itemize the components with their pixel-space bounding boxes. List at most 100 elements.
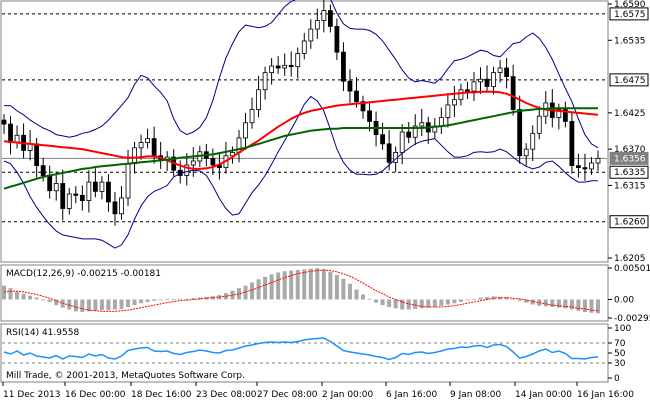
time-tick-label: 27 Dec 08:00 [257, 390, 318, 400]
candlestick [99, 176, 105, 200]
macd-bar [302, 269, 307, 300]
macd-bar [93, 299, 98, 311]
macd-bar [589, 299, 594, 313]
candlestick [478, 67, 483, 94]
candlestick [399, 124, 405, 165]
macd-bar [210, 296, 215, 300]
candle-body-down [569, 121, 575, 167]
candle-body-up [86, 181, 92, 202]
rsi-levels [2, 342, 607, 364]
candlestick [308, 19, 314, 49]
candle-body-up [497, 67, 503, 74]
candlestick [327, 4, 333, 33]
macd-bar [191, 298, 196, 300]
macd-bar [152, 299, 157, 301]
candlestick [354, 77, 359, 108]
candle-body-down [347, 80, 353, 92]
candle-body-down [360, 101, 366, 112]
candle-body-up [419, 122, 425, 127]
macd-bar [250, 282, 255, 300]
macd-bar [413, 299, 418, 309]
candlestick [210, 148, 216, 175]
rsi-tick-label: 100 [614, 324, 631, 334]
rsi-tick-label: 50 [614, 349, 626, 359]
price-tick-label: 1.6590 [614, 0, 646, 10]
candle-body-down [354, 90, 359, 103]
moving-average-long-line [3, 107, 598, 190]
candle-body-up [595, 157, 601, 164]
candlestick [275, 56, 281, 74]
candlestick [66, 188, 72, 215]
macd-bar [2, 285, 6, 300]
candle-body-down [562, 109, 568, 122]
candlestick [504, 58, 510, 89]
macd-bar [106, 299, 111, 311]
candlestick [288, 51, 294, 77]
macd-bar [86, 299, 91, 312]
rsi-tick-label: 70 [614, 339, 626, 349]
macd-bar [504, 297, 509, 300]
candle-body-down [288, 64, 294, 68]
macd-bar [498, 296, 503, 300]
macd-bar [21, 293, 26, 300]
price-tick-label: 1.6205 [614, 254, 646, 264]
macd-bar [400, 299, 405, 310]
candlestick [517, 95, 523, 164]
candlestick [314, 8, 320, 39]
candlestick [465, 81, 470, 100]
candlestick [112, 192, 118, 226]
candle-body-up [132, 147, 137, 165]
macd-bar [576, 299, 581, 311]
macd-bar [269, 274, 274, 300]
candle-body-down [367, 110, 372, 122]
macd-bar [458, 299, 463, 302]
rsi-polyline [3, 337, 599, 361]
macd-bar [374, 299, 379, 303]
candle-body-up [589, 162, 594, 170]
time-tick-label: 14 Jan 00:00 [515, 390, 572, 400]
macd-bar [315, 268, 320, 300]
macd-bar [41, 299, 46, 301]
macd-bar [465, 299, 470, 301]
macd-bar [569, 299, 574, 310]
macd-bar [367, 298, 372, 300]
candlestick [282, 53, 288, 76]
candlestick [119, 186, 124, 220]
candlestick [536, 106, 542, 140]
price-level-label-box [609, 165, 649, 179]
price-tick-label: 1.6315 [614, 181, 646, 191]
candlestick [530, 125, 536, 162]
candlestick [367, 102, 372, 132]
macd-bar [347, 283, 352, 300]
candlestick [484, 65, 490, 93]
rsi-tick-label: 30 [614, 359, 626, 369]
candlestick [106, 174, 111, 212]
candle-body-up [125, 163, 131, 199]
candle-body-up [308, 28, 314, 42]
candlestick [321, 0, 327, 33]
candle-body-up [445, 104, 451, 118]
candlesticks [1, 0, 601, 226]
current-price-label: 1.6356 [614, 154, 646, 164]
candle-body-up [243, 122, 248, 139]
macd-bar [112, 299, 117, 310]
candle-body-up [530, 132, 536, 150]
candle-body-down [576, 165, 581, 169]
macd-bar [178, 298, 183, 300]
candle-body-up [99, 181, 105, 192]
candle-body-up [282, 64, 288, 69]
macd-bar [15, 291, 20, 300]
price-level-label-box [609, 7, 649, 21]
macd-title: MACD(12,26,9) -0.00215 -0.00181 [6, 269, 161, 279]
candlestick [576, 153, 581, 178]
macd-bar [537, 299, 542, 306]
candlestick [262, 66, 268, 100]
time-tick-label: 6 Jan 16:00 [386, 390, 438, 400]
macd-bar [563, 299, 568, 309]
candlestick [458, 83, 464, 106]
macd-bar [276, 272, 281, 300]
macd-bar [282, 271, 287, 300]
macd-bar [354, 289, 359, 300]
macd-bar [485, 296, 490, 300]
